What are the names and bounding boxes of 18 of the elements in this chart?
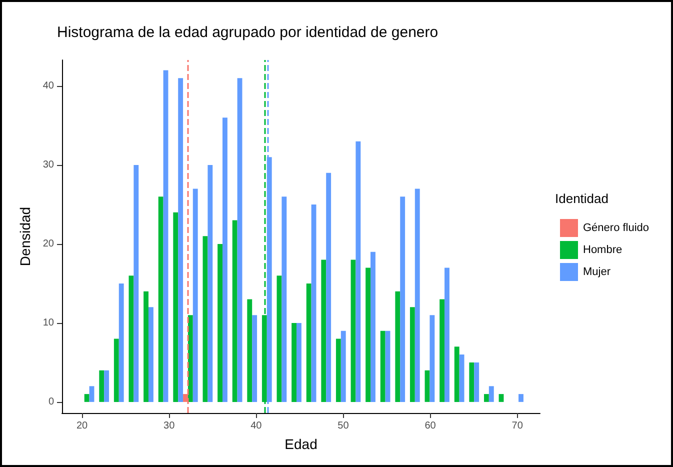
legend-label: Hombre <box>583 244 622 256</box>
x-tick-label: 20 <box>76 420 88 432</box>
x-tick-label: 60 <box>424 420 436 432</box>
legend-title: Identidad <box>555 191 608 206</box>
y-tick-label: 20 <box>42 238 54 250</box>
legend-label: Género fluido <box>583 222 650 234</box>
x-axis-title: Edad <box>284 436 318 452</box>
x-tick-label: 30 <box>164 420 176 432</box>
x-tick-label: 40 <box>250 420 262 432</box>
y-tick-label: 30 <box>42 160 54 171</box>
y-axis-title: Densidad <box>16 206 33 266</box>
chart-title: Histograma de la edad agrupado por identidad de genero <box>57 24 438 41</box>
legend-label: Mujer <box>583 266 611 278</box>
y-tick-label: 0 <box>48 396 54 408</box>
y-tick-label: 10 <box>42 317 54 328</box>
x-tick-label: 50 <box>338 420 350 432</box>
y-tick-label: 40 <box>42 80 54 92</box>
x-tick-label: 70 <box>512 420 524 432</box>
